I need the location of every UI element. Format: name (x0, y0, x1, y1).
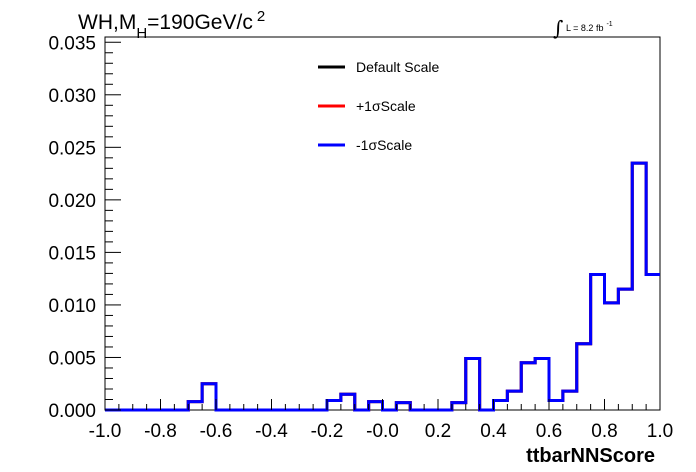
x-axis-label: ttbarNNScore (526, 445, 655, 467)
y-tick-label: 0.000 (48, 401, 96, 422)
title-superscript: 2 (257, 8, 265, 25)
luminosity-integral-symbol: ∫ (553, 16, 563, 40)
x-tick-label: -0.8 (144, 421, 177, 442)
title-rest: =190GeV/c (147, 11, 253, 34)
chart-title: WH,MH=190GeV/c 2 (78, 8, 265, 42)
legend-label-minus-sigma: -1σScale (356, 137, 412, 153)
x-tick-label: -0.6 (200, 421, 233, 442)
x-tick-label: 0.8 (591, 421, 617, 442)
y-tick-label: 0.010 (48, 296, 96, 317)
y-tick-label: 0.035 (48, 33, 96, 54)
luminosity-text: L = 8.2 fb (566, 23, 603, 33)
legend: Default Scale +1σScale -1σScale (318, 59, 439, 153)
luminosity-superscript: -1 (606, 21, 612, 28)
y-tick-label: 0.005 (48, 348, 96, 369)
x-tick-label: 0.2 (425, 421, 451, 442)
x-tick-label: 0.4 (480, 421, 507, 442)
axis-layer: -1.0 -0.8 -0.6 -0.4 -0.2 -0.0 0.2 0.4 0.6 0.8 1.0 0… (48, 33, 673, 442)
x-tick-label: -1.0 (89, 421, 122, 442)
y-tick-label: 0.020 (48, 191, 96, 212)
title-subscript: H (136, 25, 147, 42)
y-tick-label: 0.015 (48, 243, 96, 264)
title-main: WH,M (78, 11, 136, 34)
legend-entry-default-scale: Default Scale (318, 59, 439, 75)
legend-label-plus-sigma: +1σScale (356, 98, 416, 114)
x-tick-label: -0.4 (255, 421, 288, 442)
legend-entry-plus-sigma: +1σScale (318, 98, 416, 114)
y-tick-label: 0.025 (48, 138, 96, 159)
x-tick-label: -0.0 (366, 421, 399, 442)
x-tick-label: -0.2 (311, 421, 344, 442)
x-tick-label: 1.0 (647, 421, 673, 442)
y-tick-label: 0.030 (48, 86, 96, 107)
legend-label-default-scale: Default Scale (356, 59, 439, 75)
x-tick-label: 0.6 (536, 421, 562, 442)
legend-entry-minus-sigma: -1σScale (318, 137, 412, 153)
luminosity-label: L = 8.2 fb -1 (566, 21, 613, 33)
